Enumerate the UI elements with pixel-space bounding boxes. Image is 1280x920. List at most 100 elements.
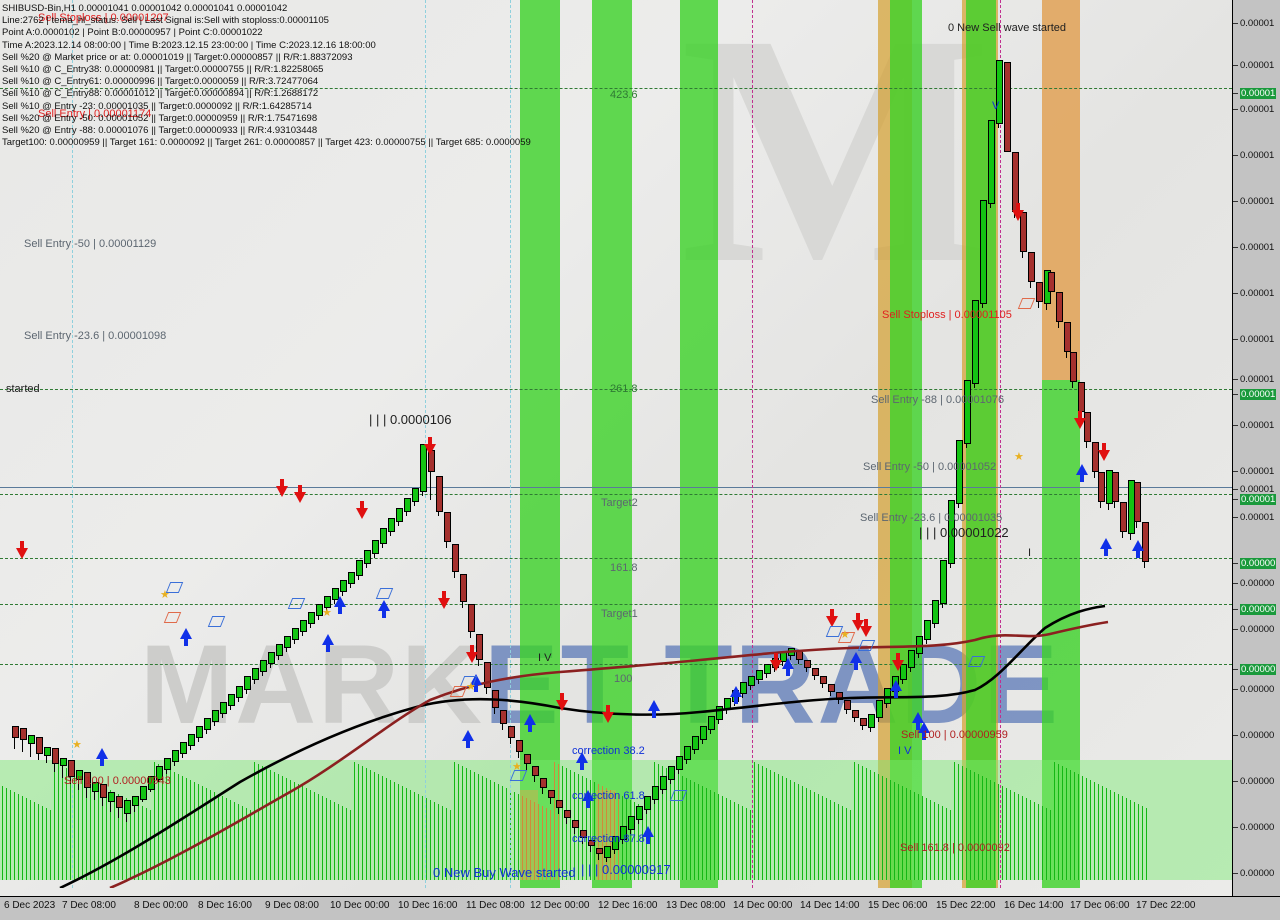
candle-body <box>868 714 875 728</box>
histogram-bar <box>758 764 759 880</box>
histogram-bar <box>370 770 371 880</box>
price-label: 0.00000 <box>1240 730 1275 741</box>
histogram-bar <box>406 788 407 880</box>
candle-body <box>644 796 651 810</box>
sell-arrow-icon <box>852 613 864 631</box>
histogram-bar <box>1042 806 1043 880</box>
histogram-bar <box>42 806 43 880</box>
histogram-bar <box>306 788 307 880</box>
histogram-bar <box>674 772 675 880</box>
histogram-bar <box>198 784 199 880</box>
candle-body <box>412 488 419 502</box>
buy-arrow-icon <box>180 628 192 646</box>
histogram-bar <box>462 766 463 880</box>
sell-arrow-icon <box>356 501 368 519</box>
histogram-bar <box>266 768 267 880</box>
price-tick <box>1233 499 1238 500</box>
info-line-0: SHIBUSD-Bin,H1 0.00001041 0.00001042 0.0… <box>2 3 288 14</box>
buy-arrow-icon <box>850 652 862 670</box>
annotation-price-1022: | | | 0.00001022 <box>919 525 1009 540</box>
histogram-bar <box>1026 798 1027 880</box>
candle-body <box>244 676 251 690</box>
candle-body <box>1064 322 1071 352</box>
time-label: 12 Dec 00:00 <box>530 900 590 911</box>
histogram-bar <box>882 776 883 880</box>
histogram-bar <box>34 802 35 880</box>
annotation-new-buy-wave: 0 New Buy Wave started <box>433 865 576 880</box>
histogram-bar <box>810 790 811 880</box>
buy-arrow-icon <box>582 790 594 808</box>
histogram-bar <box>262 766 263 880</box>
level-line-100 <box>0 664 1232 665</box>
star-marker-icon: ★ <box>840 629 850 641</box>
star-marker-icon: ★ <box>160 589 170 601</box>
histogram-bar <box>142 806 143 880</box>
annotation-correction-878: correction 87.8 <box>572 833 645 845</box>
histogram-bar <box>1038 804 1039 880</box>
histogram-bar <box>474 772 475 880</box>
candle-body <box>516 740 523 752</box>
annotation-fib-100: 100 <box>614 673 633 685</box>
annotation-fib-target2: Target2 <box>601 497 638 509</box>
histogram-bar <box>470 770 471 880</box>
candle-body <box>756 670 763 680</box>
histogram-bar <box>402 786 403 880</box>
price-tick <box>1233 827 1238 828</box>
histogram-bar <box>834 802 835 880</box>
price-tick <box>1233 669 1238 670</box>
histogram-bar <box>798 784 799 880</box>
histogram-bar <box>1142 806 1143 880</box>
candle-body <box>1098 472 1105 502</box>
histogram-bar <box>914 792 915 880</box>
level-line-423 <box>0 88 1232 89</box>
candle-body <box>308 612 315 624</box>
histogram-bar <box>1118 794 1119 880</box>
histogram-bar <box>570 770 571 880</box>
histogram-bar <box>1110 790 1111 880</box>
annotation-fib-161: 161.8 <box>610 562 638 574</box>
buy-arrow-icon <box>462 730 474 748</box>
histogram-bar <box>410 790 411 880</box>
histogram-bar <box>106 788 107 880</box>
histogram-bar <box>822 796 823 880</box>
histogram-bar <box>1070 770 1071 880</box>
histogram-bar <box>1014 792 1015 880</box>
histogram-bar <box>234 802 235 880</box>
candle-body <box>220 702 227 714</box>
histogram-bar <box>54 762 55 880</box>
histogram-bar <box>802 786 803 880</box>
candle-body <box>292 628 299 640</box>
info-line-4: Sell %20 @ Market price or at: 0.0000101… <box>2 51 353 63</box>
buy-arrow-icon <box>642 826 654 844</box>
candle-body <box>564 810 571 818</box>
histogram-bar <box>750 810 751 880</box>
histogram-bar <box>426 798 427 880</box>
candle-body <box>1056 292 1063 322</box>
price-tick <box>1233 689 1238 690</box>
candle-wick <box>430 450 431 500</box>
candle-body <box>284 636 291 648</box>
histogram-bar <box>114 792 115 880</box>
info-line-7: Sell %10 @ C_Entry88: 0.00001012 || Targ… <box>2 88 319 100</box>
histogram-bar <box>1002 786 1003 880</box>
time-label: 8 Dec 00:00 <box>134 900 188 911</box>
time-axis[interactable]: 6 Dec 2023 7 Dec 08:00 8 Dec 00:00 8 Dec 16… <box>0 897 1280 920</box>
chart-canvas[interactable]: M MARKET TRADE <box>0 0 1233 897</box>
buy-arrow-icon <box>524 714 536 732</box>
info-line-8: Sell %10 @ Entry -23: 0.00001035 || Targ… <box>2 100 312 112</box>
histogram-bar <box>418 794 419 880</box>
histogram-bar <box>206 788 207 880</box>
histogram-bar <box>962 766 963 880</box>
candle-body <box>388 518 395 532</box>
time-separator <box>510 0 511 888</box>
histogram-bar <box>998 784 999 880</box>
annotation-fib-target1: Target1 <box>601 608 638 620</box>
candle-body <box>444 512 451 542</box>
histogram-bar <box>906 788 907 880</box>
histogram-bar <box>278 774 279 880</box>
info-line-1: Line:2762 | tema_hl_status: Sell | Last … <box>2 15 329 27</box>
signal-flag-icon <box>207 616 226 627</box>
histogram-bar <box>6 788 7 880</box>
candle-body <box>596 848 603 854</box>
price-axis[interactable]: 0.00001 0.00001 0.00001 0.00001 0.00001 0.000… <box>1233 0 1280 897</box>
